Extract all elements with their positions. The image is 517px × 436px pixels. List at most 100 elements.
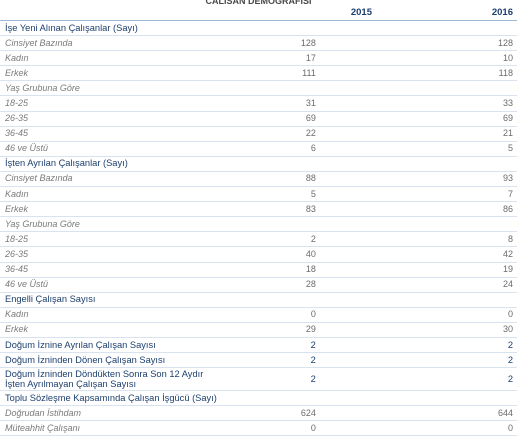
value-2016: 644 [460,405,517,422]
value-2015: 2 [220,337,461,354]
table-row: Doğum İzninden Döndükten Sonra Son 12 Ay… [0,367,517,392]
value-2016: 42 [460,246,517,263]
column-header: 2015 2016 [0,7,517,21]
row-label: Erkek [0,322,221,338]
table-row: Yaş Grubuna Göre [0,80,517,97]
table-row: Müteahhit Çalışanı 0 0 [0,420,517,436]
table-row: Cinsiyet Bazında 128 128 [0,35,517,52]
table-row: Yaş Grubuna Göre [0,216,517,233]
value-2015: 31 [220,95,461,112]
value-2016: 118 [460,65,517,82]
table-row: Kadın 17 10 [0,50,517,67]
table-row: Kadın 5 7 [0,186,517,203]
row-label: 36-45 [0,126,221,142]
table-row: İşten Ayrılan Çalışanlar (Sayı) [0,156,517,172]
row-label: Kadın [0,50,221,67]
value-2015: 2 [220,367,461,392]
value-2015: 69 [220,111,461,127]
value-2015: 0 [220,307,461,323]
row-label: Doğum İzninden Dönen Çalışan Sayısı [0,352,221,369]
row-label: 18-25 [0,231,221,248]
value-2016: 19 [460,262,517,278]
row-label: 46 ve Üstü [0,277,221,293]
row-label: Kadın [0,307,221,323]
value-2015: 624 [220,405,461,422]
value-2015: 5 [220,186,461,203]
table-row: Doğum İznine Ayrılan Çalışan Sayısı 2 2 [0,337,517,354]
row-label: 36-45 [0,262,221,278]
row-label: Müteahhit Çalışanı [0,420,221,436]
table-row: 26-35 40 42 [0,246,517,263]
value-2016: 0 [460,307,517,323]
row-label: Kadın [0,186,221,203]
table-row: 18-25 31 33 [0,95,517,112]
row-label: Doğrudan İstihdam [0,405,221,422]
row-label: Erkek [0,65,221,82]
value-2015: 17 [220,50,461,67]
table-row: Kadın 0 0 [0,307,517,323]
value-2016 [460,390,517,407]
value-2015: 2 [220,231,461,248]
row-label: Toplu Sözleşme Kapsamında Çalışan İşgücü… [0,390,221,407]
row-label: Yaş Grubuna Göre [0,80,221,97]
value-2015: 88 [220,171,461,188]
value-2016: 0 [460,420,517,436]
value-2016: 93 [460,171,517,188]
row-label: Cinsiyet Bazında [0,35,221,52]
value-2016 [460,216,517,233]
column-2016: 2016 [491,7,513,18]
value-2015: 128 [220,35,461,52]
value-2016: 30 [460,322,517,338]
value-2016: 2 [460,367,517,392]
value-2015 [220,21,461,37]
table-row: Cinsiyet Bazında 88 93 [0,171,517,188]
row-label: 26-35 [0,246,221,263]
value-2015: 18 [220,262,461,278]
value-2015: 29 [220,322,461,338]
table-row: Erkek 83 86 [0,201,517,218]
table-row: 26-35 69 69 [0,111,517,127]
value-2016: 10 [460,50,517,67]
table-title: ÇALIŞAN DEMOGRAFİSİ [0,0,517,4]
value-2016: 33 [460,95,517,112]
row-label: İşten Ayrılan Çalışanlar (Sayı) [0,156,221,172]
table-row: Toplu Sözleşme Kapsamında Çalışan İşgücü… [0,390,517,407]
value-2015 [220,80,461,97]
value-2015: 0 [220,420,461,436]
value-2016: 5 [460,141,517,157]
table-row: Erkek 111 118 [0,65,517,82]
value-2016: 128 [460,35,517,52]
table-row: 46 ve Üstü 28 24 [0,277,517,293]
value-2016 [460,21,517,37]
value-2016: 2 [460,337,517,354]
value-2015: 83 [220,201,461,218]
table-row: 46 ve Üstü 6 5 [0,141,517,157]
value-2016 [460,80,517,97]
table-row: 36-45 18 19 [0,262,517,278]
row-label: 18-25 [0,95,221,112]
row-label: Cinsiyet Bazında [0,171,221,188]
value-2016 [460,292,517,308]
row-label: Erkek [0,201,221,218]
table-row: Engelli Çalışan Sayısı [0,292,517,308]
row-label: Engelli Çalışan Sayısı [0,292,221,308]
value-2016: 2 [460,352,517,369]
row-label: İşe Yeni Alınan Çalışanlar (Sayı) [0,21,221,37]
value-2015 [220,292,461,308]
value-2015: 6 [220,141,461,157]
column-2015: 2015 [350,7,372,18]
value-2016 [460,156,517,172]
value-2015 [220,156,461,172]
value-2015: 2 [220,352,461,369]
value-2015: 111 [220,65,461,82]
value-2016: 7 [460,186,517,203]
row-label: Doğum İzninden Döndükten Sonra Son 12 Ay… [0,367,221,392]
value-2016: 8 [460,231,517,248]
table-row: İşe Yeni Alınan Çalışanlar (Sayı) [0,21,517,37]
value-2015: 40 [220,246,461,263]
table-row: Doğum İzninden Dönen Çalışan Sayısı 2 2 [0,352,517,369]
row-label: 26-35 [0,111,221,127]
value-2016: 24 [460,277,517,293]
value-2015 [220,390,461,407]
value-2016: 69 [460,111,517,127]
